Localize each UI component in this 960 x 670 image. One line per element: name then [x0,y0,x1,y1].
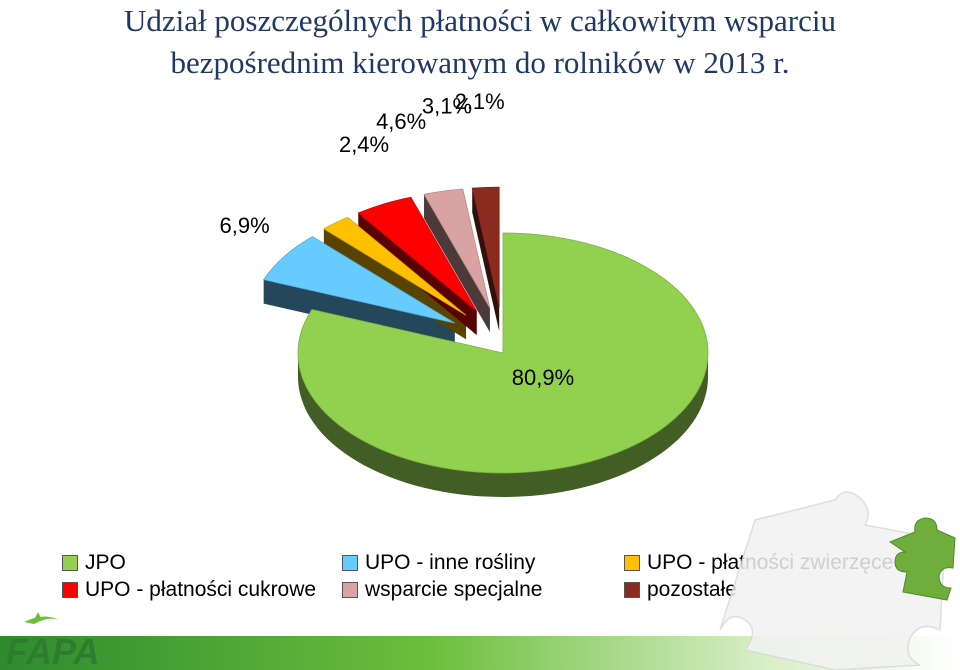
legend-label: JPO [85,551,126,574]
data-label: 80,9% [512,365,574,390]
legend-item: JPO [62,550,342,575]
pie-slice [357,196,478,312]
slice-cut-face [472,188,500,332]
slice-cut-face [358,212,477,335]
data-label: 6,9% [220,213,270,238]
legend-swatch [624,581,640,598]
legend-swatch [62,581,78,598]
data-label: 4,6% [376,109,426,134]
logo-text: FAPA [6,631,99,670]
chart-title-line-1: Udział poszczególnych płatności w całkow… [124,3,836,38]
legend-label: UPO - inne rośliny [365,551,536,574]
legend-label: UPO - płatności cukrowe [85,578,317,601]
fapa-logo-icon: FAPA [6,612,99,670]
pie-slice [423,188,491,309]
pie-labels: 80,9% 6,9% 2,4%4,6%3,1%2,1% [220,89,575,390]
pie-slice [471,186,500,308]
slice-cut-face [424,194,490,332]
legend-item: UPO - płatności cukrowe [62,577,342,602]
data-label: 2,4% [339,132,389,157]
slice-rim [298,353,708,497]
pie-slice [297,232,709,474]
pie-tops [262,186,709,474]
data-label: 3,1% [422,93,472,118]
slice-cut-face [263,279,455,348]
legend-swatch [624,554,640,571]
legend-item: pozostałe [624,577,942,602]
legend-swatch [342,554,358,571]
legend-item: UPO - inne rośliny [342,550,624,575]
legend-item: wsparcie specjalne [342,577,624,602]
legend-swatch [62,554,78,571]
legend-label: pozostałe [647,578,737,601]
pie-chart: 80,9% 6,9% 2,4%4,6%3,1%2,1% [220,89,709,497]
chart-title-line-2: bezpośrednim kierowanym do rolników w 20… [170,45,790,80]
pie-slice [262,236,455,324]
pie-slice [323,216,467,316]
puzzle-icon [719,491,956,670]
legend-swatch [342,581,358,598]
data-label: 2,1% [455,89,505,114]
chart-title: Udział poszczególnych płatności w całkow… [0,0,960,84]
legend-label: wsparcie specjalne [365,578,543,601]
